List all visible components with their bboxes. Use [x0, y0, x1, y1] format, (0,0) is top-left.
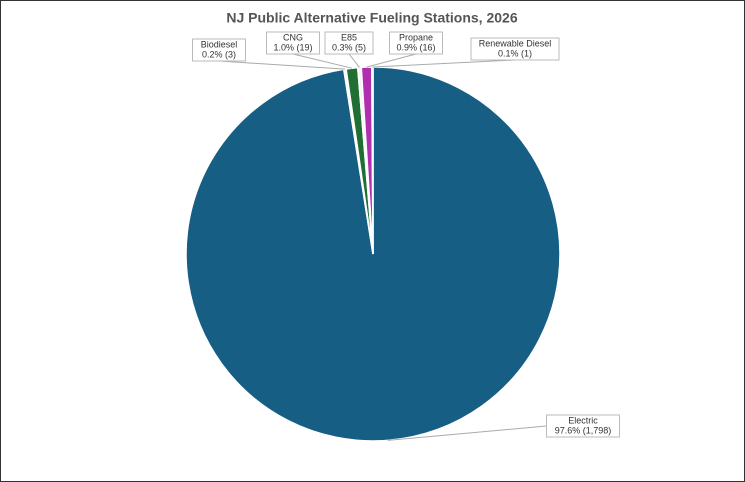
- label-box: [266, 31, 320, 55]
- leader-line: [372, 59, 516, 68]
- leader-line: [292, 53, 353, 69]
- leader-line: [348, 53, 360, 68]
- value-label: 97.6% (1,798): [555, 425, 612, 435]
- leader-line: [366, 53, 417, 68]
- slice-label: Biodiesel: [201, 39, 238, 49]
- value-label: 0.2% (3): [202, 49, 236, 59]
- slice-label: E85: [341, 32, 357, 42]
- leader-line: [387, 425, 547, 441]
- chart-title: NJ Public Alternative Fueling Stations, …: [226, 10, 517, 26]
- label-box: [324, 31, 374, 55]
- slice-label: Electric: [568, 415, 598, 425]
- slice-label: CNG: [283, 32, 303, 42]
- value-label: 1.0% (19): [273, 42, 312, 52]
- value-label: 0.9% (16): [396, 42, 435, 52]
- value-label: 0.3% (5): [332, 42, 366, 52]
- slice-label: Propane: [399, 32, 433, 42]
- leader-line: [218, 60, 345, 70]
- slice-label: Renewable Diesel: [479, 38, 552, 48]
- label-box: [470, 37, 560, 61]
- value-label: 0.1% (1): [498, 48, 532, 58]
- label-box: [389, 31, 443, 55]
- label-box: [192, 38, 246, 62]
- label-box: [546, 414, 620, 438]
